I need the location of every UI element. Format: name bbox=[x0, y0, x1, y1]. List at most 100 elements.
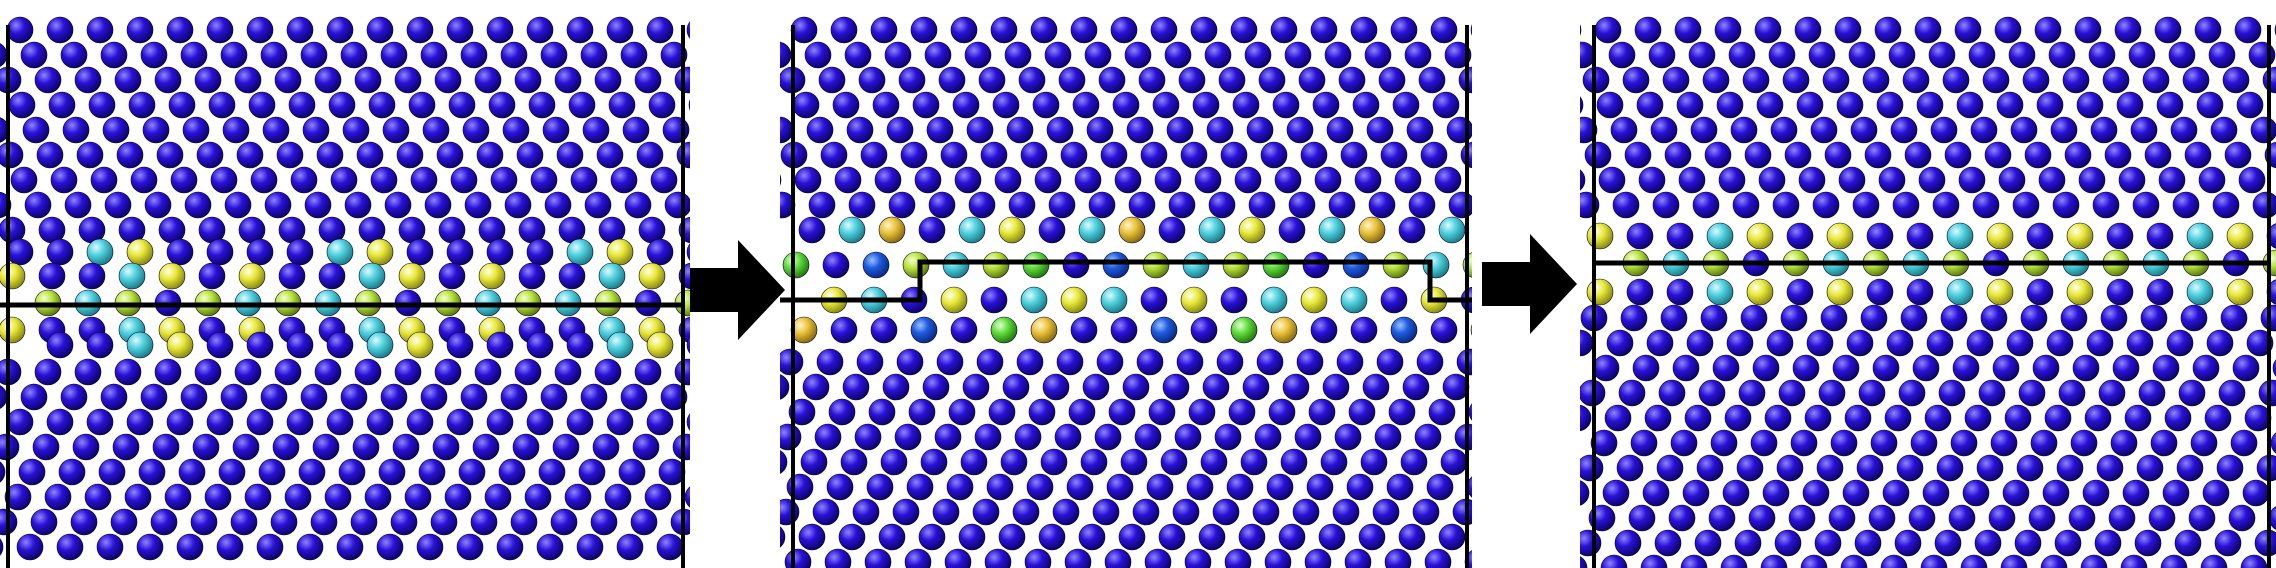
bulk-atom bbox=[206, 331, 234, 359]
bulk-atom bbox=[1858, 379, 1886, 407]
bulk-atom bbox=[1158, 523, 1186, 551]
bulk-atom bbox=[1366, 116, 1394, 144]
bulk-atom bbox=[1786, 278, 1814, 306]
bulk-atom bbox=[2076, 91, 2104, 119]
bulk-atom bbox=[194, 66, 222, 94]
bulk-atom bbox=[2158, 166, 2186, 194]
bulk-atom bbox=[1988, 504, 2016, 532]
bulk-atom bbox=[1768, 41, 1796, 69]
bulk-atom bbox=[944, 548, 972, 568]
bulk-atom bbox=[1044, 41, 1072, 69]
bulk-atom bbox=[1380, 141, 1408, 169]
bulk-atom bbox=[540, 383, 568, 411]
bulk-atom bbox=[1786, 222, 1814, 250]
bulk-atom bbox=[1028, 398, 1056, 426]
bulk-atom bbox=[458, 458, 486, 486]
bulk-atom bbox=[264, 191, 292, 219]
boundary-atom bbox=[126, 331, 154, 359]
bulk-atom bbox=[2058, 379, 2086, 407]
bulk-atom bbox=[2146, 222, 2174, 250]
bulk-atom bbox=[1106, 473, 1134, 501]
bulk-atom bbox=[780, 374, 790, 400]
bulk-atom bbox=[1666, 278, 1694, 306]
bulk-atom bbox=[1380, 286, 1408, 314]
bulk-atom bbox=[1688, 41, 1716, 69]
bulk-atom bbox=[0, 538, 4, 556]
bulk-atom bbox=[1256, 348, 1284, 376]
bulk-atom bbox=[370, 166, 398, 194]
bulk-atom bbox=[580, 41, 608, 69]
bulk-atom bbox=[2250, 116, 2276, 144]
bulk-atom bbox=[1042, 373, 1070, 401]
bulk-atom bbox=[1344, 548, 1372, 568]
boundary-atom bbox=[1118, 216, 1146, 244]
bulk-atom bbox=[1810, 116, 1838, 144]
bulk-atom bbox=[994, 166, 1022, 194]
boundary-atom bbox=[366, 331, 394, 359]
bulk-atom bbox=[2132, 191, 2160, 219]
boundary-atom bbox=[1746, 222, 1774, 250]
bulk-atom bbox=[1062, 251, 1090, 279]
bulk-atom bbox=[336, 533, 364, 561]
bulk-atom bbox=[164, 483, 192, 511]
bulk-atom bbox=[1266, 473, 1294, 501]
boundary-atom bbox=[998, 216, 1026, 244]
bulk-atom bbox=[676, 141, 690, 169]
bulk-atom bbox=[286, 16, 314, 44]
boundary-atom bbox=[1422, 251, 1450, 279]
bulk-atom bbox=[972, 498, 1000, 526]
bulk-atom bbox=[1960, 554, 1988, 568]
bulk-atom bbox=[326, 408, 354, 436]
bulk-atom bbox=[2044, 404, 2072, 432]
boundary-atom bbox=[1222, 251, 1250, 279]
bulk-atom bbox=[1626, 222, 1654, 250]
bulk-atom bbox=[474, 358, 502, 386]
bulk-atom bbox=[962, 373, 990, 401]
bulk-atom bbox=[1752, 354, 1780, 382]
bulk-atom bbox=[1886, 329, 1914, 357]
bulk-atom bbox=[1278, 523, 1306, 551]
bulk-atom bbox=[822, 251, 850, 279]
bulk-atom bbox=[848, 191, 876, 219]
bulk-atom bbox=[514, 66, 542, 94]
bulk-atom bbox=[824, 548, 852, 568]
bulk-atom bbox=[2052, 191, 2080, 219]
bulk-atom bbox=[490, 166, 518, 194]
bulk-atom bbox=[1270, 16, 1298, 44]
boundary-atom bbox=[1382, 251, 1410, 279]
boundary-atom bbox=[1238, 216, 1266, 244]
bulk-atom bbox=[286, 238, 314, 266]
bulk-atom bbox=[1054, 423, 1082, 451]
bulk-atom bbox=[1068, 398, 1096, 426]
bulk-atom bbox=[166, 16, 194, 44]
bulk-atom bbox=[2040, 554, 2068, 568]
bulk-atom bbox=[206, 16, 234, 44]
bulk-atom bbox=[210, 166, 238, 194]
bulk-atom bbox=[1428, 398, 1456, 426]
bulk-atom bbox=[152, 433, 180, 461]
bulk-atom bbox=[1824, 141, 1852, 169]
boundary-atom bbox=[1230, 316, 1258, 344]
bulk-atom bbox=[464, 191, 492, 219]
bulk-atom bbox=[98, 458, 126, 486]
bulk-atom bbox=[1384, 548, 1412, 568]
bulk-atom bbox=[1172, 498, 1200, 526]
bulk-atom bbox=[660, 41, 688, 69]
boundary-atom bbox=[2066, 278, 2094, 306]
bulk-atom bbox=[1064, 548, 1092, 568]
boundary-atom bbox=[0, 316, 26, 344]
bulk-atom bbox=[1084, 41, 1112, 69]
bulk-atom bbox=[1660, 304, 1688, 332]
bulk-atom bbox=[1216, 348, 1244, 376]
bulk-atom bbox=[74, 66, 102, 94]
bulk-atom bbox=[350, 508, 378, 536]
bulk-atom bbox=[1352, 91, 1380, 119]
bulk-atom bbox=[1400, 448, 1428, 476]
bulk-atom bbox=[540, 41, 568, 69]
bulk-atom bbox=[2144, 141, 2172, 169]
bulk-atom bbox=[1844, 404, 1872, 432]
boundary-atom bbox=[838, 216, 866, 244]
bulk-atom bbox=[634, 358, 662, 386]
bulk-atom bbox=[196, 141, 224, 169]
bulk-atom bbox=[310, 508, 338, 536]
